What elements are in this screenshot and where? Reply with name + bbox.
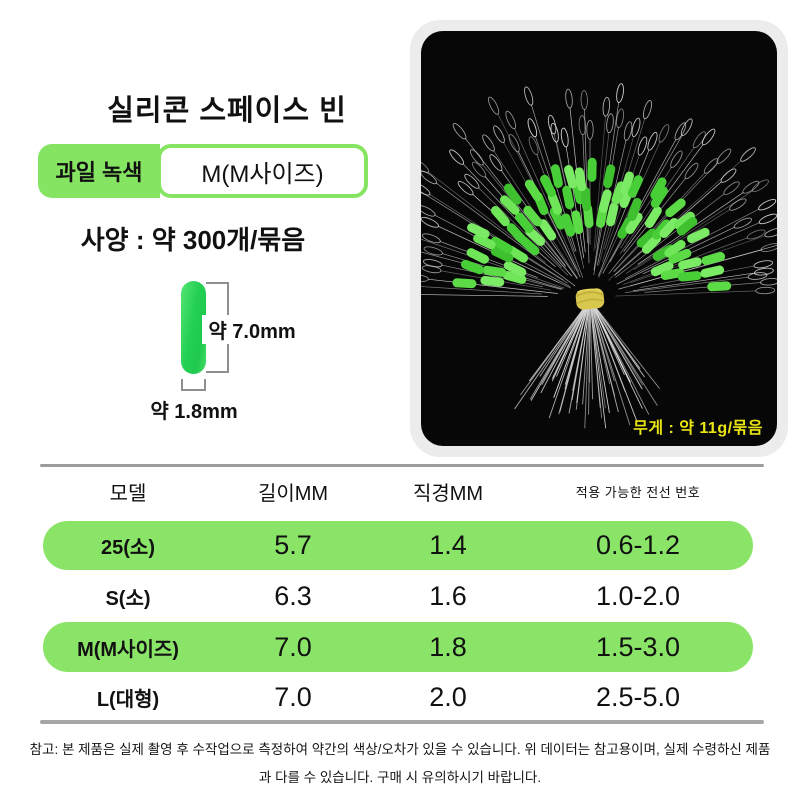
cell-model: L(대형): [96, 688, 160, 711]
diameter-dimension-bracket: [181, 379, 206, 391]
cell-diameter: 1.4: [429, 530, 467, 560]
length-dimension-label: 약 7.0mm: [202, 315, 302, 344]
table-body: 25(소) 5.7 1.4 0.6-1.2 S(소) 6.3 1.6 1.0-2…: [43, 521, 753, 718]
cell-model: M(M사이즈): [77, 638, 179, 661]
cell-diameter: 1.6: [429, 581, 467, 611]
cell-diameter: 2.0: [429, 681, 467, 712]
table-row: L(대형) 7.0 2.0 2.5-5.0: [43, 676, 753, 718]
cell-wire-range: 2.5-5.0: [595, 681, 681, 712]
variant-color-label: 과일 녹색: [55, 160, 143, 185]
stopper-bundle-illustration: [421, 83, 777, 429]
product-photo-card: 무게 : 약 11g/묶음: [410, 20, 788, 457]
diameter-dimension-label: 약 1.8mm: [150, 401, 238, 423]
table-top-divider: [40, 464, 764, 467]
variant-size-option[interactable]: M(M사이즈): [157, 144, 368, 198]
spec-quantity-line: 사양 : 약 300개/묶음: [80, 225, 306, 255]
page-title: 실리콘 스페이스 빈: [107, 95, 347, 128]
capsule-illustration: [181, 281, 206, 374]
cell-diameter: 1.8: [429, 631, 467, 662]
footer-note: 참고: 본 제품은 실제 촬영 후 수작업으로 측정하여 약간의 색상/오차가 …: [0, 736, 800, 792]
variant-color-option[interactable]: 과일 녹색: [38, 144, 160, 198]
footer-note-line1: 참고: 본 제품은 실제 촬영 후 수작업으로 측정하여 약간의 색상/오차가 …: [29, 742, 771, 757]
header-diameter: 직경MM: [412, 482, 484, 505]
cell-model: 25(소): [101, 537, 155, 559]
table-bottom-divider: [40, 720, 764, 724]
footer-note-line2: 과 다를 수 있습니다. 구매 시 유의하시기 바랍니다.: [258, 770, 542, 785]
weight-label: 무게 : 약 11g/묶음: [633, 420, 763, 437]
table-header-row: 모델 길이MM 직경MM 적용 가능한 전선 번호: [43, 476, 753, 506]
cell-wire-range: 0.6-1.2: [595, 530, 681, 560]
table-row: M(M사이즈) 7.0 1.8 1.5-3.0: [43, 622, 753, 672]
header-model: 모델: [109, 482, 147, 505]
cell-model: S(소): [105, 588, 151, 610]
cell-length: 7.0: [274, 681, 312, 712]
cell-wire-range: 1.5-3.0: [595, 631, 681, 662]
cell-length: 6.3: [274, 581, 312, 611]
spec-table: 모델 길이MM 직경MM 적용 가능한 전선 번호 25(소) 5.7 1.4 …: [43, 476, 753, 718]
variant-size-label: M(M사이즈): [201, 160, 324, 188]
table-row: S(소) 6.3 1.6 1.0-2.0: [43, 574, 753, 619]
header-wire-range: 적용 가능한 전선 번호: [575, 484, 701, 500]
cell-length: 5.7: [274, 530, 312, 560]
variant-selector: 과일 녹색 M(M사이즈): [38, 144, 368, 198]
cell-wire-range: 1.0-2.0: [595, 581, 681, 611]
size-diagram: 약 7.0mm 약 1.8mm: [140, 275, 370, 427]
table-row: 25(소) 5.7 1.4 0.6-1.2: [43, 521, 753, 570]
cell-length: 7.0: [274, 631, 312, 662]
header-length: 길이MM: [257, 482, 329, 505]
product-photo: 무게 : 약 11g/묶음: [421, 31, 777, 446]
